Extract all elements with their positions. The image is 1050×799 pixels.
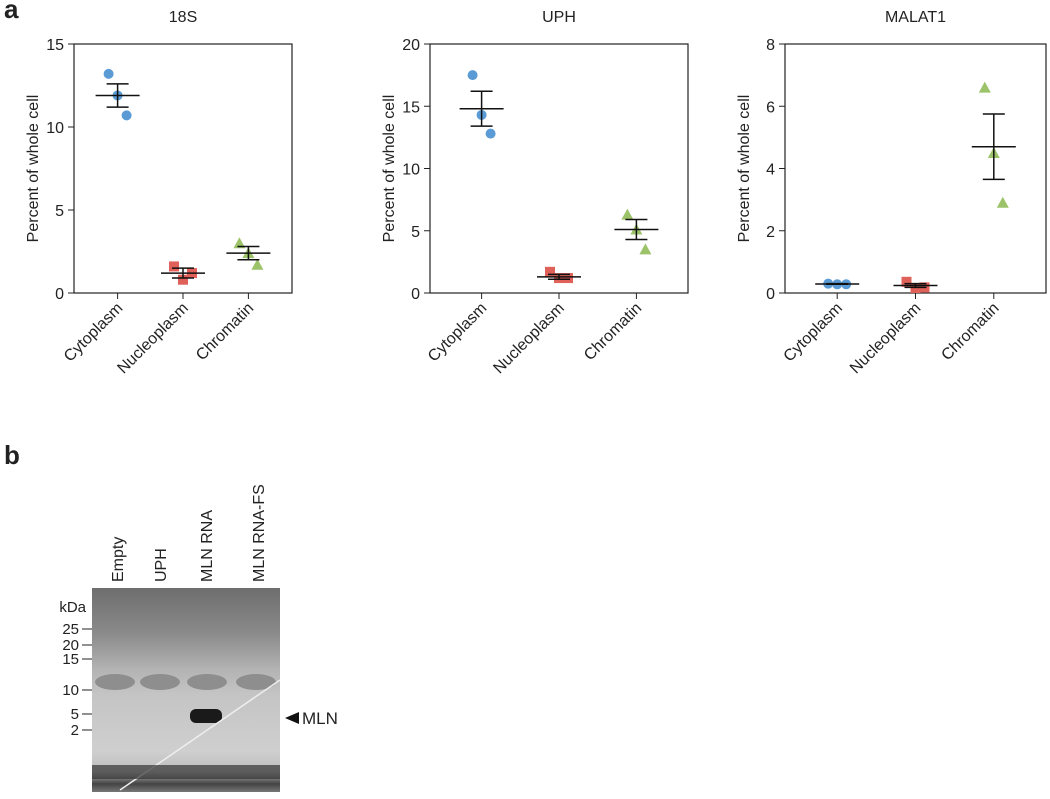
plot-frame (73, 43, 293, 294)
data-point (485, 128, 496, 139)
data-point (251, 258, 264, 270)
data-point (621, 208, 634, 220)
error-bar (982, 113, 1005, 181)
error-bar (826, 282, 849, 286)
y-tick-label: 15 (402, 99, 420, 116)
lane-label: MLN RNA-FS (251, 484, 268, 582)
y-tick-label: 5 (55, 203, 64, 220)
data-point (996, 196, 1009, 208)
band-label: MLN (302, 709, 338, 728)
y-tick-label: 4 (766, 162, 775, 179)
x-tick-label: Cytoplasm (425, 300, 490, 365)
data-point (178, 274, 188, 285)
size-marker-label: 25 (62, 621, 79, 638)
size-marker-label: 5 (71, 706, 79, 723)
chart-title: MALAT1 (885, 9, 946, 26)
y-tick-label: 6 (766, 99, 775, 116)
x-tick-label: Nucleoplasm (847, 300, 924, 377)
error-bar (625, 218, 648, 241)
x-tick-label: Cytoplasm (61, 300, 126, 365)
error-bar (548, 273, 570, 281)
chart-title: 18S (169, 9, 197, 26)
y-axis-label: Percent of whole cell (736, 95, 753, 243)
data-point (639, 243, 652, 255)
panel-label: a (4, 0, 19, 24)
data-point (545, 266, 555, 277)
data-point (233, 237, 246, 249)
y-axis-label: Percent of whole cell (381, 95, 398, 243)
dye-front (92, 765, 280, 779)
lane-label: Empty (110, 537, 127, 582)
data-point (103, 68, 114, 79)
error-bar (172, 267, 194, 279)
data-point (467, 70, 478, 81)
data-point (169, 261, 179, 272)
x-tick-label: Nucleoplasm (114, 300, 191, 377)
y-tick-label: 8 (766, 37, 775, 54)
error-bar (470, 90, 493, 127)
panel-label: b (4, 440, 20, 470)
y-tick-label: 10 (402, 162, 420, 179)
y-tick-label: 5 (411, 224, 420, 241)
error-bar (904, 282, 927, 289)
lane-label: UPH (153, 548, 170, 582)
size-marker-label: 10 (62, 682, 79, 699)
chart-title: UPH (542, 9, 576, 26)
y-tick-label: 0 (55, 286, 64, 303)
x-tick-label: Cytoplasm (781, 300, 846, 365)
x-tick-label: Chromatin (938, 300, 1002, 364)
size-marker-label: 15 (62, 651, 79, 668)
y-tick-label: 0 (766, 286, 775, 303)
mln-band (190, 709, 222, 723)
plot-frame (784, 43, 1047, 294)
y-axis-label: Percent of whole cell (25, 95, 42, 243)
data-point (901, 276, 912, 287)
unit-label: kDa (59, 599, 86, 616)
x-tick-label: Chromatin (193, 300, 257, 364)
data-point (563, 273, 573, 284)
gel-bands (95, 674, 276, 690)
lane-label: MLN RNA (199, 510, 216, 582)
error-bar (106, 83, 129, 108)
data-point (121, 110, 132, 121)
data-point (978, 81, 991, 93)
x-tick-label: Nucleoplasm (490, 300, 567, 377)
y-tick-label: 0 (411, 286, 420, 303)
error-bar (237, 245, 260, 261)
y-tick-label: 20 (402, 37, 420, 54)
gel-image (92, 588, 280, 792)
size-marker-label: 20 (62, 637, 79, 654)
band-arrow (285, 712, 299, 724)
y-tick-label: 2 (766, 224, 775, 241)
size-marker-label: 2 (71, 722, 79, 739)
y-tick-label: 10 (46, 120, 64, 137)
y-tick-label: 15 (46, 37, 64, 54)
x-tick-label: Chromatin (581, 300, 645, 364)
plot-frame (429, 43, 689, 294)
